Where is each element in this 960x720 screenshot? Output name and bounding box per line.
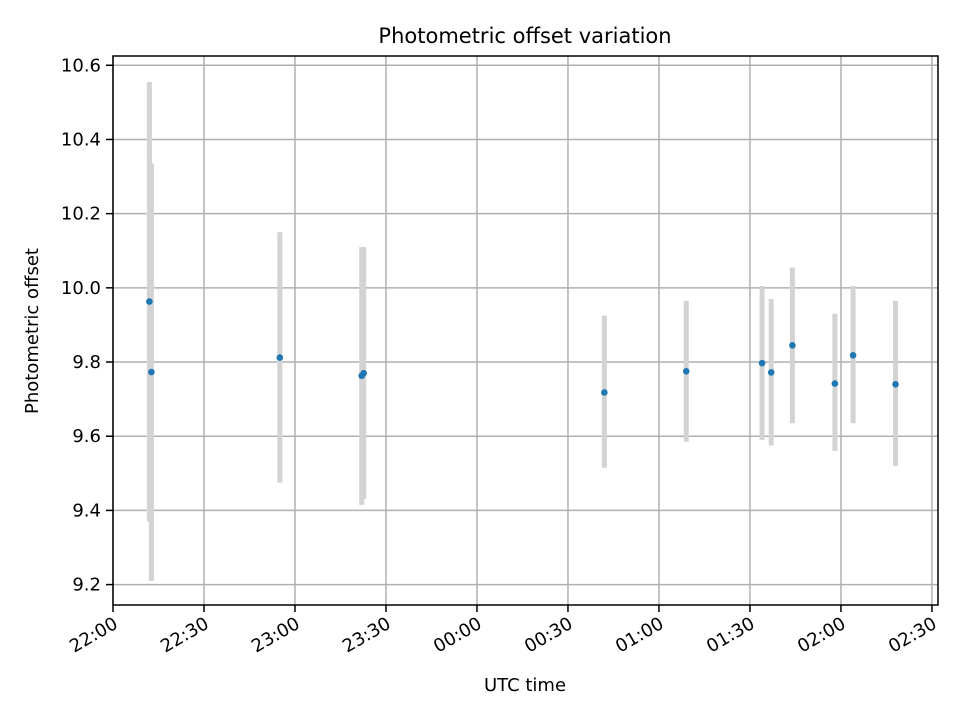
y-axis-title: Photometric offset xyxy=(22,248,43,414)
data-point xyxy=(360,369,368,377)
y-tick-label: 9.6 xyxy=(72,426,101,447)
data-point xyxy=(682,368,690,375)
data-point xyxy=(849,352,857,359)
data-point xyxy=(789,342,796,349)
chart-title: Photometric offset variation xyxy=(378,24,671,48)
data-point xyxy=(146,298,153,305)
data-point xyxy=(148,368,155,376)
y-tick-label: 10.6 xyxy=(61,55,101,76)
x-axis-title: UTC time xyxy=(484,675,566,696)
y-tick-label: 9.4 xyxy=(72,500,101,521)
plot-frame xyxy=(112,55,939,606)
y-tick-label: 9.8 xyxy=(72,352,101,373)
data-point xyxy=(767,369,775,376)
data-point xyxy=(601,389,608,396)
data-point xyxy=(892,380,899,388)
data-points xyxy=(146,298,899,396)
y-tick-label: 10.4 xyxy=(61,129,101,150)
data-point xyxy=(758,359,766,367)
y-axis: 9.2 9.4 9.6 9.8 10.0 10.2 10.4 10.6 xyxy=(61,55,113,596)
y-tick-label: 10.0 xyxy=(61,278,101,299)
grid xyxy=(112,56,938,605)
data-point xyxy=(831,380,839,387)
y-tick-label: 10.2 xyxy=(61,204,101,225)
data-point xyxy=(276,354,284,361)
y-tick-label: 9.2 xyxy=(72,575,101,596)
